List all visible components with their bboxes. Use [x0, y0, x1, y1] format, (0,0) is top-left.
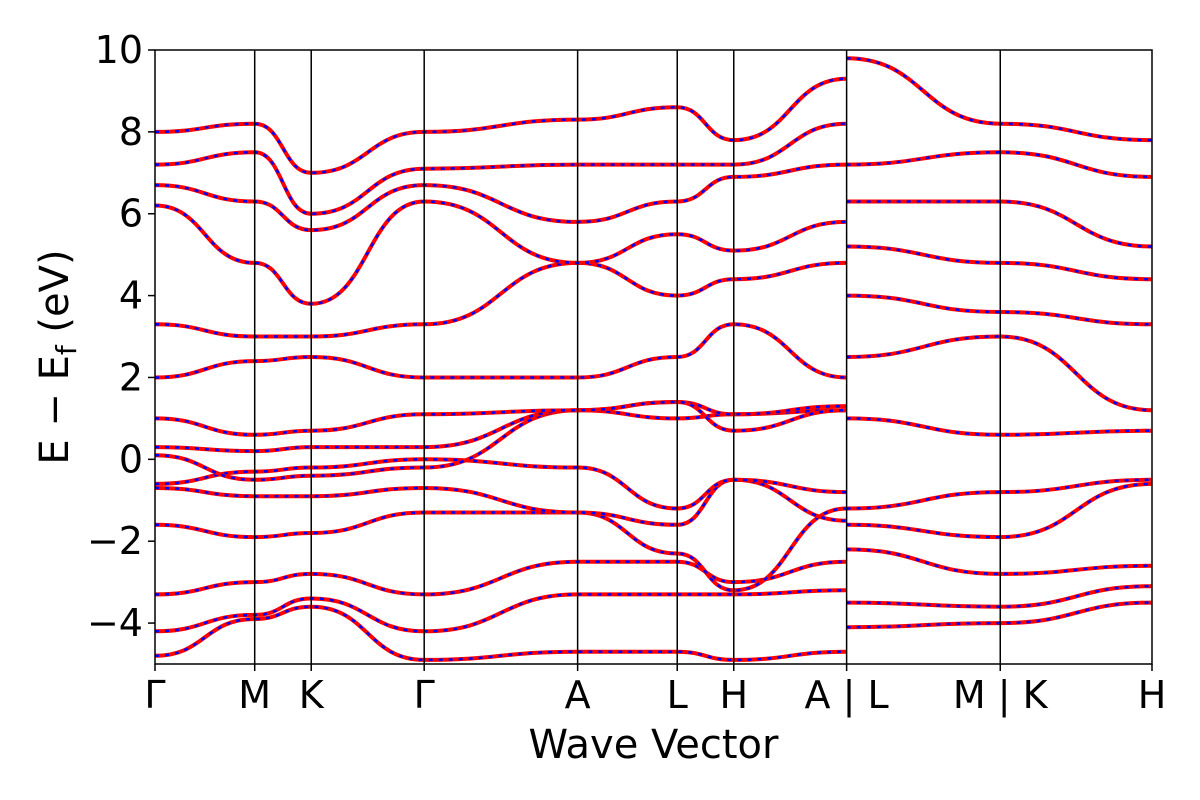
- x-tick-label: Γ: [414, 673, 435, 717]
- y-tick-label: 0: [119, 437, 143, 481]
- band-line-blue-dashed: [846, 294, 1152, 326]
- y-axis: 10 8 6 4 2 0 −2 −4: [87, 28, 155, 645]
- band-line-blue-dashed: [155, 589, 847, 633]
- x-axis-title: Wave Vector: [529, 722, 780, 768]
- band-line-red: [846, 293, 1152, 327]
- x-tick-label: H: [1138, 673, 1167, 717]
- band-line-blue-dashed: [155, 507, 847, 592]
- band-line-blue-dashed: [155, 200, 847, 306]
- band-lines: [155, 56, 1152, 662]
- band-line-red: [155, 322, 847, 380]
- band-line-red: [846, 547, 1152, 576]
- band-line-blue-dashed: [155, 323, 847, 379]
- y-axis-title-unit: (eV): [32, 249, 78, 345]
- kpoint-separators: [253, 50, 1002, 664]
- band-line-blue-dashed: [846, 548, 1152, 576]
- band-line-blue-dashed: [846, 335, 1152, 412]
- y-tick-label: 4: [119, 274, 143, 318]
- x-tick-label: A: [565, 673, 591, 717]
- band-line-blue-dashed: [155, 560, 847, 596]
- band-line-blue-dashed: [155, 163, 847, 232]
- band-line-blue-dashed: [846, 417, 1152, 437]
- x-tick-label: H: [719, 673, 748, 717]
- band-line-red: [155, 588, 847, 634]
- band-line-red: [155, 199, 847, 306]
- y-tick-label: 10: [95, 28, 143, 72]
- band-line-blue-dashed: [155, 458, 847, 510]
- plot-frame: [154, 49, 1153, 665]
- y-tick-label: 6: [119, 192, 143, 236]
- band-line-blue-dashed: [846, 478, 1152, 510]
- x-tick-label: Γ: [144, 673, 165, 717]
- band-line-blue-dashed: [846, 245, 1152, 281]
- y-tick-label: −4: [87, 601, 143, 645]
- x-tick-label: M | K: [953, 673, 1049, 718]
- x-tick-label: K: [299, 673, 325, 717]
- band-line-blue-dashed: [155, 605, 847, 662]
- x-tick-label: L: [667, 673, 688, 717]
- band-line-blue-dashed: [155, 261, 847, 338]
- x-tick-label: A | L: [805, 673, 889, 718]
- band-line-red: [155, 76, 847, 175]
- band-line-blue-dashed: [155, 408, 847, 482]
- band-line-blue-dashed: [155, 400, 847, 437]
- band-line-red: [155, 399, 847, 454]
- band-line-red: [155, 162, 847, 233]
- y-tick-label: −2: [87, 519, 143, 563]
- y-tick-label: 8: [119, 110, 143, 154]
- band-line-red: [846, 56, 1152, 143]
- band-line-red: [155, 477, 847, 527]
- x-tick-label: M: [238, 673, 271, 717]
- band-line-red: [846, 199, 1152, 249]
- y-tick-label: 2: [119, 355, 143, 399]
- y-axis-title: E − Ef (eV): [32, 249, 83, 464]
- y-axis-title-main: E − E: [32, 355, 78, 465]
- y-axis-title-subscript: f: [50, 344, 83, 355]
- band-line-red: [155, 408, 847, 482]
